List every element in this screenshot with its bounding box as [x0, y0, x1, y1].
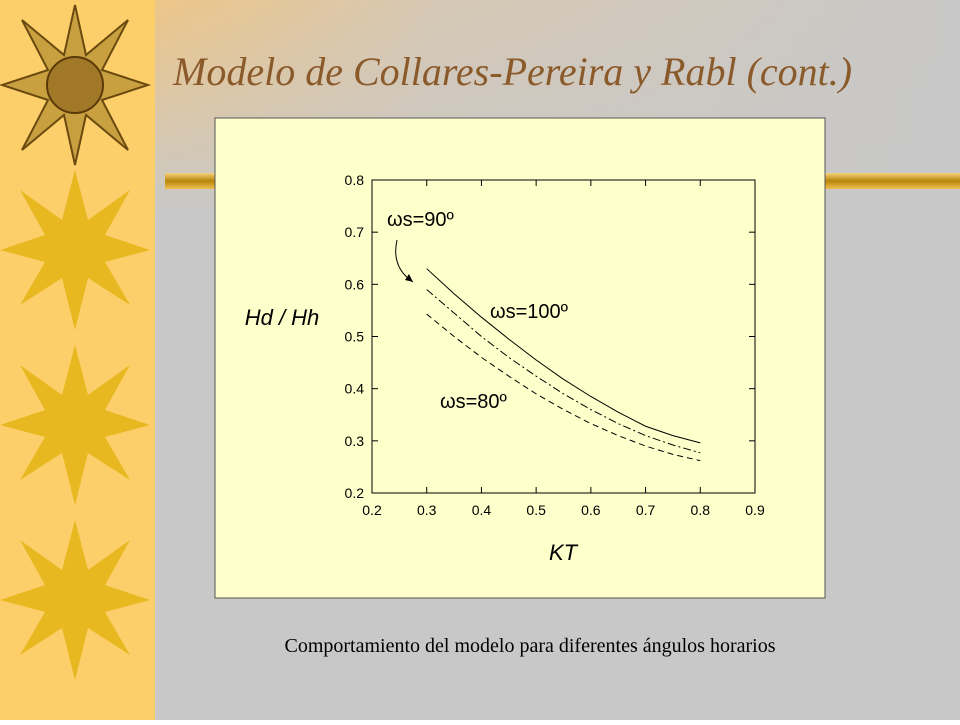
y-tick-label: 0.7	[345, 224, 365, 240]
plot: 0.2 0.3 0.4 0.5 0.6 0.7 0.8 0.9 0.2 0.3 0.4 0.5 0.6 0…	[245, 172, 765, 565]
series-label: ωs=90º	[387, 209, 455, 231]
y-tick-label: 0.5	[345, 329, 365, 345]
x-tick-label: 0.2	[362, 502, 382, 518]
y-axis-label: Hd / Hh	[245, 305, 320, 330]
annotation-arrowhead	[405, 274, 413, 282]
x-tick-label: 0.4	[472, 502, 492, 518]
x-tick-label: 0.9	[745, 502, 765, 518]
x-axis-label: KT	[549, 540, 579, 565]
x-tick-label: 0.8	[691, 502, 711, 518]
y-tick-label: 0.6	[345, 276, 365, 292]
y-tick-label: 0.4	[345, 381, 365, 397]
y-tick-label: 0.8	[345, 172, 365, 188]
caption: Comportamiento del modelo para diferente…	[285, 635, 776, 657]
data-line	[426, 268, 701, 444]
series-label: ωs=100º	[490, 301, 569, 323]
slide-title: Modelo de Collares-Pereira y Rabl (cont.…	[172, 49, 852, 94]
y-tick-label: 0.3	[345, 433, 365, 449]
x-tick-label: 0.3	[417, 502, 437, 518]
series-label: ωs=80º	[440, 391, 508, 413]
data-line	[426, 289, 701, 454]
chart-panel	[214, 117, 826, 599]
sun-decorations	[0, 4, 152, 680]
x-tick-label: 0.5	[526, 502, 546, 518]
x-tick-label: 0.7	[636, 502, 656, 518]
y-tick-label: 0.2	[345, 485, 365, 501]
x-tick-label: 0.6	[581, 502, 601, 518]
